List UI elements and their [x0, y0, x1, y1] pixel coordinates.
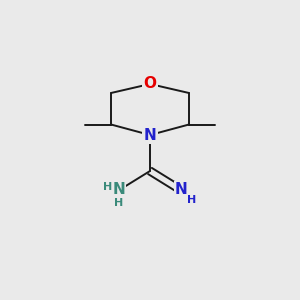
Text: N: N [144, 128, 156, 142]
Text: H: H [103, 182, 112, 193]
Text: N: N [112, 182, 125, 196]
Text: H: H [114, 198, 123, 208]
Text: O: O [143, 76, 157, 92]
Text: N: N [175, 182, 188, 196]
Text: H: H [188, 195, 196, 205]
